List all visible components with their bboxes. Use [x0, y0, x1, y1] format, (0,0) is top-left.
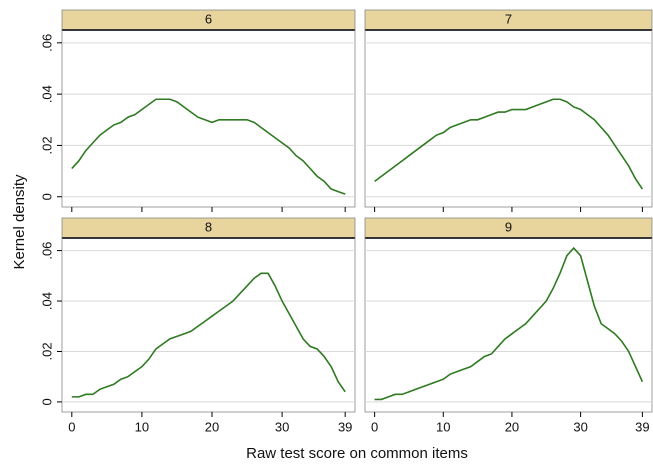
- plot-frame: [364, 237, 653, 413]
- density-line: [71, 272, 346, 398]
- y-tick-label: .04: [39, 85, 54, 103]
- panel-title: 9: [505, 219, 512, 234]
- plot-frame: [61, 237, 356, 413]
- x-tick-label: 30: [275, 419, 289, 434]
- x-tick-label: 0: [68, 419, 75, 434]
- panel-title: 6: [205, 11, 212, 26]
- x-tick-label: 20: [505, 419, 519, 434]
- x-tick-label: 10: [135, 419, 149, 434]
- x-tick-label: 30: [573, 419, 587, 434]
- x-tick-label: 20: [205, 419, 219, 434]
- x-axis-label: Raw test score on common items: [246, 445, 468, 462]
- density-line: [71, 98, 346, 195]
- density-line: [374, 246, 644, 401]
- y-tick-label: .04: [39, 292, 54, 310]
- panel-title: 7: [505, 11, 512, 26]
- y-tick-label: .06: [39, 34, 54, 52]
- panel-title: 8: [205, 219, 212, 234]
- plot-frame: [364, 29, 653, 208]
- y-tick-label: 0: [39, 398, 54, 405]
- y-tick-label: 0: [39, 193, 54, 200]
- y-axis-label: Kernel density: [11, 174, 28, 270]
- x-tick-label: 39: [635, 419, 649, 434]
- plot-frame: [61, 29, 356, 208]
- density-line: [374, 98, 644, 190]
- y-tick-label: .02: [39, 136, 54, 154]
- y-tick-label: .06: [39, 242, 54, 260]
- x-tick-label: 39: [338, 419, 352, 434]
- x-tick-label: 0: [371, 419, 378, 434]
- x-tick-label: 10: [436, 419, 450, 434]
- y-tick-label: .02: [39, 342, 54, 360]
